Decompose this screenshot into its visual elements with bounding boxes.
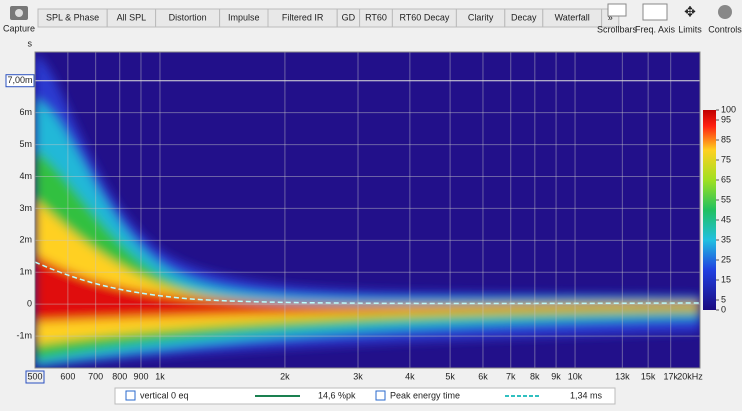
tab-label[interactable]: RT60 Decay <box>399 12 449 22</box>
colorbar-label: 0 <box>721 304 726 314</box>
x-tick-label: 13k <box>615 371 630 381</box>
y-tick-label: 0 <box>27 299 32 309</box>
tool-label[interactable]: Controls <box>708 24 742 34</box>
checkbox[interactable] <box>125 390 136 401</box>
tab-label[interactable]: » <box>608 12 613 22</box>
colorbar-label: 55 <box>721 194 731 204</box>
colorbar-label: 100 <box>721 104 736 114</box>
colorbar-label: 25 <box>721 254 731 264</box>
x-tick-label: 9k <box>551 371 561 381</box>
capture-lens <box>15 9 23 17</box>
y-tick-label: 5m <box>19 139 32 149</box>
colorbar-label: 35 <box>721 234 731 244</box>
colorbar <box>703 110 716 310</box>
x-tick-label: 1k <box>155 371 165 381</box>
colorbar-label: 45 <box>721 214 731 224</box>
y-tick-label: 4m <box>19 171 32 181</box>
tab-label[interactable]: RT60 <box>365 12 387 22</box>
y-tick-label: 3m <box>19 203 32 213</box>
cursor-label: 7,00m <box>7 75 32 85</box>
x-tick-label: 800 <box>112 371 127 381</box>
y-tick-label: -1m <box>17 330 33 340</box>
colorbar-label: 15 <box>721 274 731 284</box>
tool-label[interactable]: Scrollbars <box>597 24 638 34</box>
checkbox[interactable] <box>375 390 386 401</box>
scrollbars-icon[interactable] <box>607 3 627 17</box>
tool-label[interactable]: Freq. Axis <box>635 24 676 34</box>
tab-label[interactable]: Decay <box>511 12 537 22</box>
legend-value: 14,6 %pk <box>318 390 356 400</box>
controls-icon[interactable] <box>718 5 732 19</box>
x-tick-label: 900 <box>133 371 148 381</box>
tab-label[interactable]: SPL & Phase <box>46 12 99 22</box>
tab-label[interactable]: Distortion <box>169 12 207 22</box>
limits-icon[interactable]: ✥ <box>684 4 696 20</box>
tool-label[interactable]: Limits <box>678 24 702 34</box>
legend-peak: Peak energy time <box>390 390 460 400</box>
capture-label[interactable]: Capture <box>3 23 35 33</box>
x-tick-label: 7k <box>506 371 516 381</box>
legend <box>114 387 616 405</box>
y-unit: s <box>28 38 33 48</box>
y-tick-label: 2m <box>19 235 32 245</box>
cursor-box <box>5 74 35 88</box>
x-tick-label: 500 <box>27 371 42 381</box>
x-tick-label: 20kHz <box>677 371 703 381</box>
colorbar-label: 5 <box>721 294 726 304</box>
x-tick-label: 700 <box>88 371 103 381</box>
tab-label[interactable]: GD <box>342 12 356 22</box>
x-tick-label: 5k <box>445 371 455 381</box>
x-tick-label: 6k <box>478 371 488 381</box>
x-tick-label: 4k <box>405 371 415 381</box>
colorbar-label: 65 <box>721 174 731 184</box>
colorbar-label: 75 <box>721 154 731 164</box>
colorbar-label: 85 <box>721 134 731 144</box>
x-tick-label: 2k <box>280 371 290 381</box>
x-tick-label: 15k <box>641 371 656 381</box>
x-tick-label: 3k <box>353 371 363 381</box>
x-start-box <box>25 370 45 384</box>
freq-axis-icon[interactable] <box>642 3 668 21</box>
tab-label[interactable]: Clarity <box>468 12 494 22</box>
legend-peak-value: 1,34 ms <box>570 390 603 400</box>
legend-name: vertical 0 eq <box>140 390 189 400</box>
y-tick-label: 6m <box>19 107 32 117</box>
spectrogram <box>35 52 700 368</box>
x-tick-label: 600 <box>60 371 75 381</box>
x-tick-label: 17k <box>663 371 678 381</box>
tab-label[interactable]: Waterfall <box>555 12 590 22</box>
colorbar-label: 95 <box>721 114 731 124</box>
tab-label[interactable]: Impulse <box>228 12 260 22</box>
plot-frame <box>34 51 701 369</box>
x-tick-label: 8k <box>530 371 540 381</box>
tab-label[interactable]: Filtered IR <box>282 12 324 22</box>
tab-label[interactable]: All SPL <box>117 12 147 22</box>
x-tick-label: 10k <box>568 371 583 381</box>
peak-energy-line <box>35 261 700 305</box>
y-tick-label: 1m <box>19 267 32 277</box>
